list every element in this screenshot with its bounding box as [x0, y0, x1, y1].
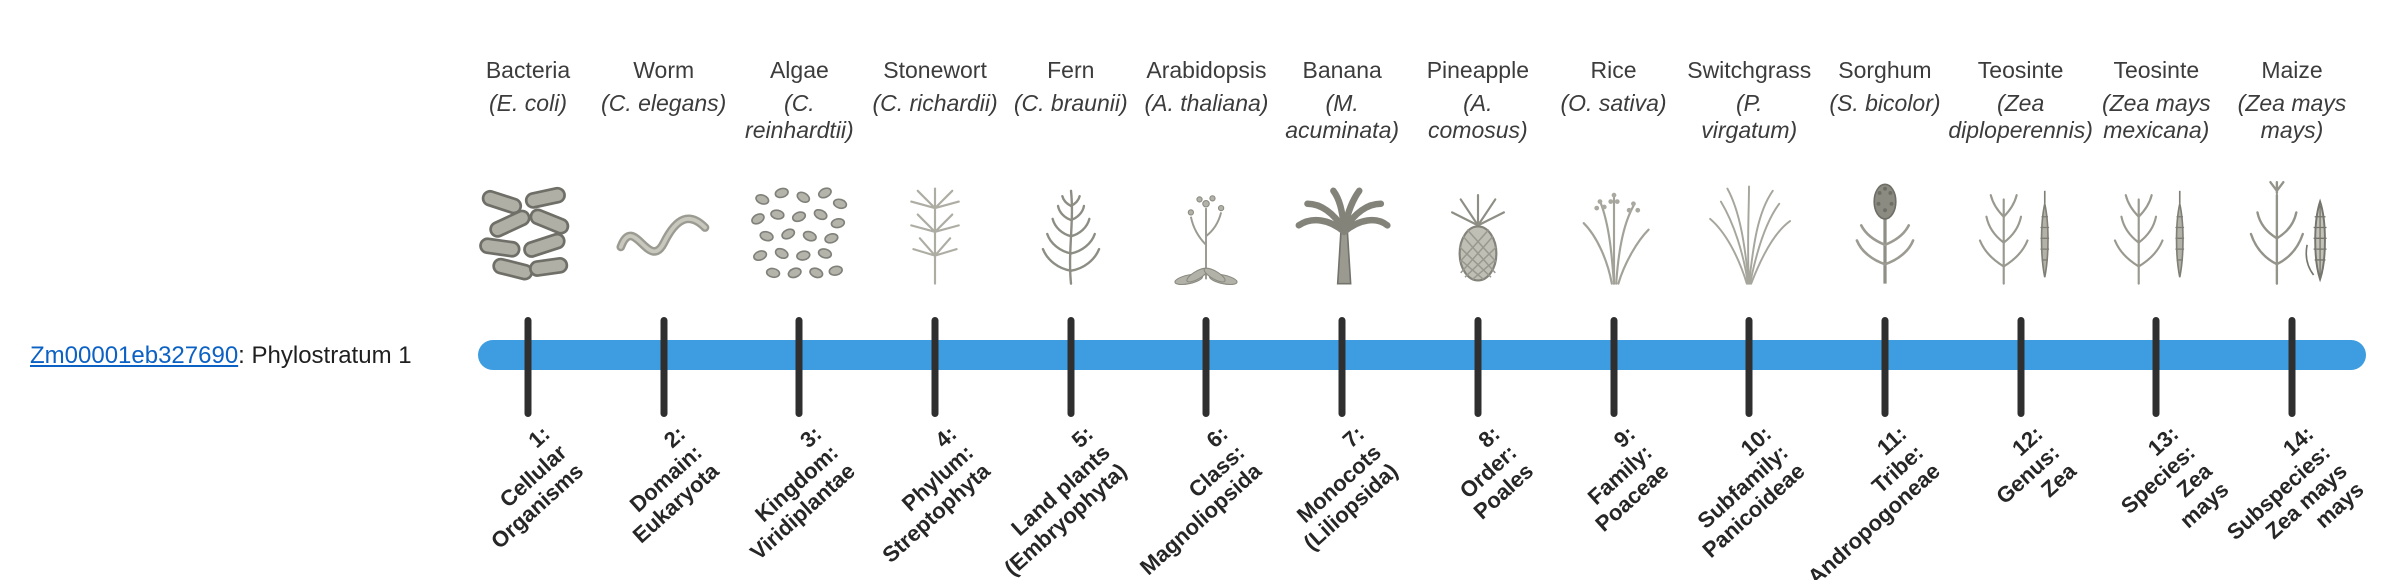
- organism-scientific-name: (E. coli): [489, 90, 567, 116]
- gene-label: Zm00001eb327690: Phylostratum 1: [30, 341, 412, 371]
- organism-name: Pineapple: [1426, 57, 1529, 83]
- phylostratum-label: 3: Kingdom: Viridiplantae: [745, 421, 860, 565]
- banana-icon: [1286, 180, 1398, 288]
- organism-name: Switchgrass: [1687, 57, 1812, 83]
- organism-scientific-name: (C. richardii): [872, 90, 998, 116]
- switchgrass-icon: [1693, 180, 1805, 288]
- phylostratum-label: 12: Genus: Zea: [1991, 421, 2081, 509]
- teosinte-icon: [2100, 180, 2212, 288]
- phylostratum-label: 5: Land plants (Embryophyta): [998, 421, 1131, 580]
- phylostratum-label: 13: Species: Zea mays: [2115, 421, 2234, 533]
- phylostratum-label: 7: Monocots (Liliopsida): [1291, 421, 1403, 556]
- organism-scientific-name: (Zea diploperennis): [1948, 90, 2093, 143]
- rice-icon: [1558, 180, 1670, 288]
- worm-icon: [608, 180, 720, 288]
- organism-scientific-name: (S. bicolor): [1829, 90, 1941, 116]
- fern-icon: [1015, 180, 1127, 288]
- timeline-tick: [1338, 317, 1346, 417]
- organism-name: Bacteria: [485, 57, 571, 83]
- timeline-tick: [524, 317, 532, 417]
- timeline-tick: [2288, 317, 2296, 417]
- organism-name: Sorghum: [1838, 57, 1932, 83]
- phylostratum-label: 9: Family: Poaceae: [1583, 421, 1674, 537]
- phylostratum-label: 14: Subspecies: Zea mays mays: [2222, 421, 2369, 545]
- organism-scientific-name: (C. reinhardtii): [745, 90, 854, 143]
- timeline-tick: [795, 317, 803, 417]
- organism-name: Algae: [769, 57, 829, 83]
- organism-name: Fern: [1047, 57, 1095, 83]
- timeline-tick: [2017, 317, 2025, 417]
- organism-scientific-name: (P. virgatum): [1701, 90, 1798, 143]
- timeline-tick: [1745, 317, 1753, 417]
- stonewort-icon: [879, 180, 991, 288]
- organism-name: Banana: [1302, 57, 1382, 83]
- teosinte-icon: [1965, 180, 2077, 288]
- organism-scientific-name: (C. elegans): [601, 90, 727, 116]
- gene-link[interactable]: Zm00001eb327690: [30, 342, 239, 369]
- phylostratum-label: 8: Order: Poales: [1454, 421, 1539, 525]
- organism-scientific-name: (A. thaliana): [1144, 90, 1269, 116]
- timeline-tick: [1474, 317, 1482, 417]
- timeline-tick: [2152, 317, 2160, 417]
- organism-scientific-name: (Zea mays mexicana): [2101, 90, 2211, 143]
- timeline-tick: [1067, 317, 1075, 417]
- organism-name: Maize: [2261, 57, 2323, 83]
- timeline-bar: [478, 340, 2366, 370]
- phylostratum-label: 1: Cellular Organisms: [486, 421, 589, 554]
- organism-name: Rice: [1590, 57, 1637, 83]
- organism-scientific-name: (C. braunii): [1013, 90, 1128, 116]
- timeline-tick: [1881, 317, 1889, 417]
- phylostratum-text: : Phylostratum 1: [238, 342, 412, 369]
- timeline-tick: [1610, 317, 1618, 417]
- organism-scientific-name: (M. acuminata): [1285, 90, 1400, 143]
- organism-name: Teosinte: [2113, 57, 2200, 83]
- phylostratum-label: 4: Phylum: Streptophyta: [877, 421, 996, 568]
- algae-icon: [743, 180, 855, 288]
- pineapple-icon: [1422, 180, 1534, 288]
- organism-scientific-name: (A. comosus): [1427, 90, 1528, 143]
- organism-name: Worm: [633, 57, 695, 83]
- sorghum-icon: [1829, 180, 1941, 288]
- organism-name: Stonewort: [883, 57, 987, 83]
- phylostratum-label: 2: Domain: Eukaryota: [625, 421, 724, 548]
- timeline-tick: [1202, 317, 1210, 417]
- phylostratum-label: 6: Class: Magnoliopsida: [1135, 421, 1267, 580]
- timeline-tick: [660, 317, 668, 417]
- organism-scientific-name: (O. sativa): [1560, 90, 1667, 116]
- arabidopsis-icon: [1150, 180, 1262, 288]
- organism-name: Teosinte: [1977, 57, 2064, 83]
- phylostratum-label: 11: Tribe: Andropogoneae: [1803, 421, 1946, 580]
- organism-name: Arabidopsis: [1146, 57, 1267, 83]
- organism-scientific-name: (Zea mays mays): [2237, 90, 2347, 143]
- maize-icon: [2236, 180, 2348, 288]
- bacteria-icon: [472, 180, 584, 288]
- timeline-tick: [931, 317, 939, 417]
